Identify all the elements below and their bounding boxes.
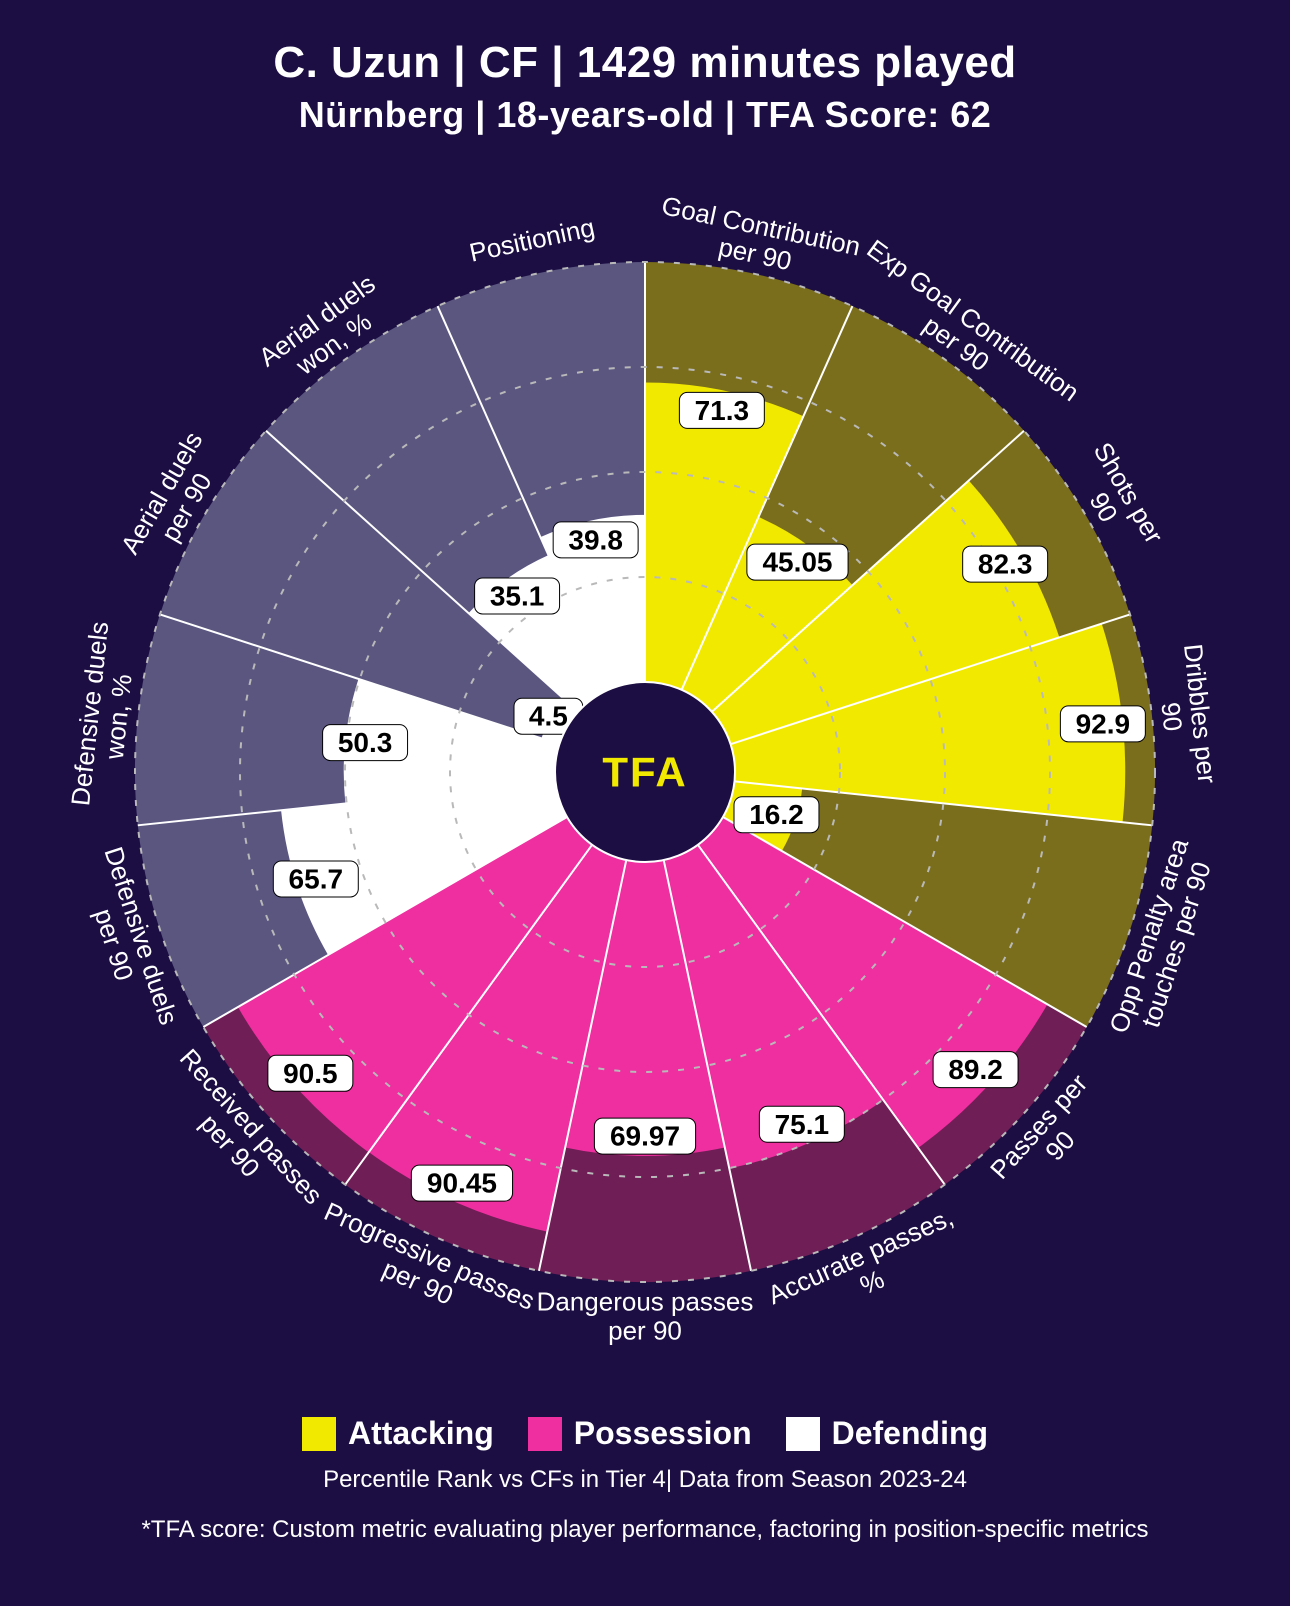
- legend-item: Possession: [528, 1415, 752, 1452]
- metric-label: Dribbles per90: [1150, 642, 1223, 788]
- value-box: 71.3: [679, 392, 764, 428]
- metric-label: Positioning: [467, 212, 598, 268]
- legend: Attacking Possession Defending: [302, 1415, 988, 1452]
- svg-text:50.3: 50.3: [338, 727, 393, 758]
- value-box: 39.8: [553, 522, 638, 558]
- metric-label: Defensive duelswon, %: [65, 620, 143, 810]
- legend-label: Possession: [574, 1415, 752, 1452]
- chart-container: C. Uzun | CF | 1429 minutes played Nürnb…: [0, 0, 1290, 1606]
- value-box: 35.1: [475, 578, 560, 614]
- svg-text:75.1: 75.1: [775, 1109, 830, 1140]
- svg-text:90.5: 90.5: [283, 1058, 338, 1089]
- svg-text:4.5: 4.5: [529, 701, 568, 732]
- value-box: 90.45: [411, 1165, 512, 1201]
- value-box: 90.5: [268, 1055, 353, 1091]
- value-box: 82.3: [963, 546, 1048, 582]
- value-box: 92.9: [1060, 706, 1145, 742]
- svg-text:71.3: 71.3: [695, 395, 750, 426]
- legend-label: Defending: [832, 1415, 988, 1452]
- svg-text:45.05: 45.05: [762, 547, 832, 578]
- value-box: 89.2: [933, 1052, 1018, 1088]
- svg-text:Dangerous passes: Dangerous passes: [537, 1287, 754, 1317]
- svg-text:92.9: 92.9: [1076, 708, 1131, 739]
- title: C. Uzun | CF | 1429 minutes played: [273, 38, 1016, 88]
- footnote-score-explanation: *TFA score: Custom metric evaluating pla…: [141, 1516, 1148, 1544]
- subtitle: Nürnberg | 18-years-old | TFA Score: 62: [299, 94, 992, 136]
- svg-text:39.8: 39.8: [568, 524, 623, 555]
- svg-text:82.3: 82.3: [978, 549, 1033, 580]
- legend-item: Defending: [786, 1415, 988, 1452]
- legend-swatch: [528, 1417, 562, 1451]
- value-box: 16.2: [734, 797, 819, 833]
- metric-label: Dangerous passesper 90: [537, 1287, 754, 1346]
- value-box: 50.3: [323, 725, 408, 761]
- svg-text:69.97: 69.97: [610, 1121, 680, 1152]
- svg-text:90: 90: [1155, 701, 1188, 733]
- value-box: 65.7: [273, 861, 358, 897]
- legend-swatch: [302, 1417, 336, 1451]
- legend-swatch: [786, 1417, 820, 1451]
- svg-text:per 90: per 90: [608, 1315, 682, 1345]
- footnote-comparison: Percentile Rank vs CFs in Tier 4| Data f…: [323, 1466, 967, 1494]
- legend-label: Attacking: [348, 1415, 494, 1452]
- svg-text:35.1: 35.1: [490, 580, 545, 611]
- svg-text:89.2: 89.2: [948, 1054, 1003, 1085]
- svg-text:90.45: 90.45: [427, 1168, 497, 1199]
- polar-chart: 71.3 45.05 82.3 92.9 16.2 89.2 75.1 69.97 90.45 9…: [35, 162, 1255, 1387]
- value-box: 45.05: [747, 544, 848, 580]
- value-box: 75.1: [759, 1106, 844, 1142]
- svg-text:65.7: 65.7: [289, 863, 344, 894]
- svg-text:16.2: 16.2: [749, 799, 804, 830]
- svg-text:Positioning: Positioning: [467, 212, 598, 268]
- value-box: 69.97: [594, 1118, 695, 1154]
- legend-item: Attacking: [302, 1415, 494, 1452]
- center-logo-text: TFA: [602, 749, 687, 796]
